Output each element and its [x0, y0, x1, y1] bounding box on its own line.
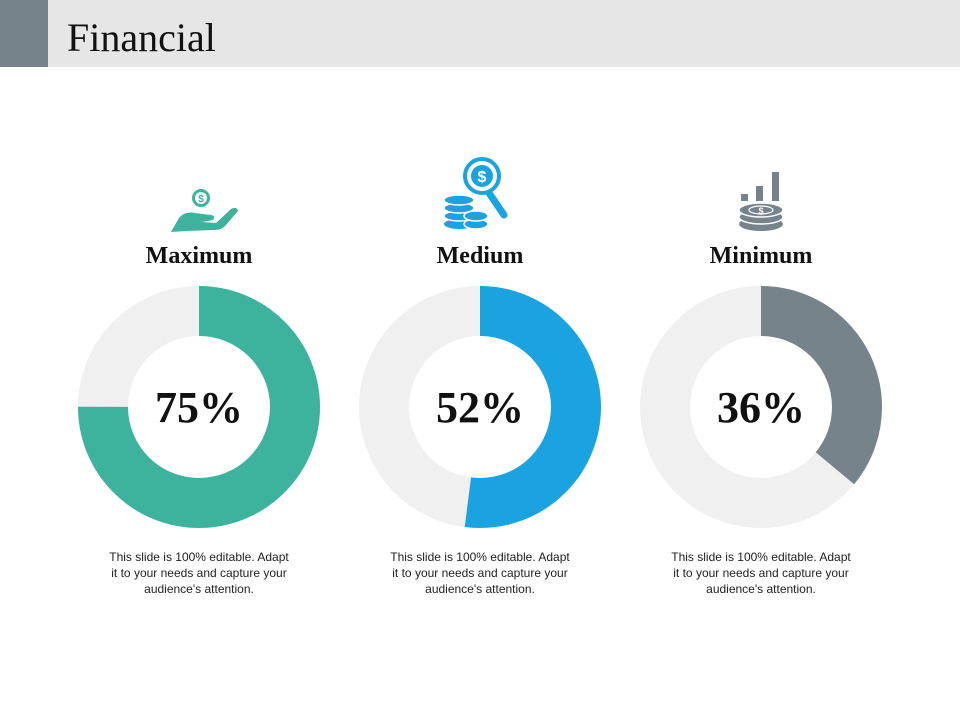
percent-medium: 52% [436, 383, 524, 432]
svg-text:$: $ [758, 206, 763, 216]
hand-coin-icon: $ [171, 189, 238, 232]
description-medium: This slide is 100% editable. Adapt it to… [390, 550, 570, 596]
donut-arc-maximum [78, 286, 320, 528]
percent-maximum: 75% [155, 383, 243, 432]
page-title: Financial [67, 15, 216, 60]
svg-text:$: $ [478, 169, 487, 186]
label-medium: Medium [436, 243, 524, 269]
bar-growth-coins-icon: $ [738, 172, 784, 231]
description-maximum: This slide is 100% editable. Adapt it to… [109, 550, 289, 596]
donut-arc-medium [359, 286, 601, 528]
donut-chart-maximum [78, 286, 320, 528]
label-minimum: Minimum [709, 243, 813, 269]
panel-maximum: $ Maximum 75% This slide is 100% editabl… [58, 150, 340, 650]
panel-minimum: $ Minimum 36% This slide is 100% editabl… [620, 150, 902, 650]
header-accent [0, 0, 48, 67]
percent-minimum: 36% [717, 383, 805, 432]
donut-arc-minimum [640, 286, 882, 528]
header-band [0, 0, 960, 67]
panel-medium: $ Medium 52% This slide is 100% editable… [339, 150, 621, 650]
donut-chart-minimum [640, 286, 882, 528]
coins-magnifier-icon: $ [443, 157, 508, 230]
svg-text:$: $ [198, 194, 204, 205]
donut-chart-medium [359, 286, 601, 528]
description-minimum: This slide is 100% editable. Adapt it to… [671, 550, 851, 596]
label-maximum: Maximum [145, 243, 253, 269]
